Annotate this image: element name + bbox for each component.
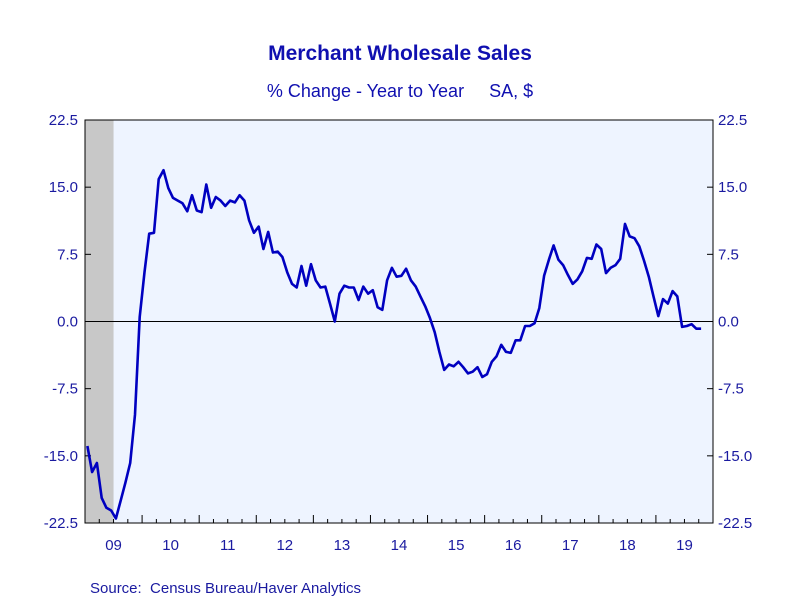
y-axis-right-labels: 22.5 15.0 7.5 0.0 -7.5 -15.0 -22.5 [718, 112, 752, 532]
x-tick-label: 16 [505, 537, 522, 554]
x-tick-label: 14 [391, 537, 408, 554]
y-tick-label-right: 15.0 [718, 179, 747, 196]
chart-title: Merchant Wholesale Sales [268, 42, 532, 65]
y-tick-label-left: 0.0 [57, 314, 78, 331]
x-tick-label: 13 [334, 537, 351, 554]
y-tick-label-right: 0.0 [718, 314, 739, 331]
x-axis-labels: 09 10 11 12 13 14 15 16 17 18 19 [105, 537, 693, 554]
plot-frame [84, 119, 714, 524]
source-note: Source: Census Bureau/Haver Analytics [90, 580, 361, 597]
y-tick-label-right: 22.5 [718, 112, 747, 129]
y-tick-label-left: -15.0 [44, 448, 78, 465]
y-tick-label-right: 7.5 [718, 246, 739, 263]
x-tick-label: 19 [676, 537, 693, 554]
y-tick-label-left: 22.5 [49, 112, 78, 129]
y-axis-left-labels: 22.5 15.0 7.5 0.0 -7.5 -15.0 -22.5 [44, 112, 78, 532]
x-tick-label: 10 [162, 537, 179, 554]
y-tick-label-left: -22.5 [44, 515, 78, 532]
series-line [86, 168, 702, 520]
x-tick-label: 11 [220, 537, 236, 554]
chart-subtitle: % Change - Year to Year SA, $ [267, 81, 533, 101]
y-tick-label-right: -22.5 [718, 515, 752, 532]
x-tick-label: 15 [448, 537, 465, 554]
x-tick-label: 09 [105, 537, 122, 554]
y-tick-label-left: -7.5 [52, 381, 78, 398]
y-tick-label-right: -7.5 [718, 381, 744, 398]
y-tick-label-right: -15.0 [718, 448, 752, 465]
y-tick-label-left: 7.5 [57, 246, 78, 263]
y-tick-label-left: 15.0 [49, 179, 78, 196]
x-tick-label: 12 [276, 537, 293, 554]
x-tick-label: 18 [619, 537, 636, 554]
x-tick-label: 17 [562, 537, 579, 554]
axis-ticks [85, 119, 713, 524]
